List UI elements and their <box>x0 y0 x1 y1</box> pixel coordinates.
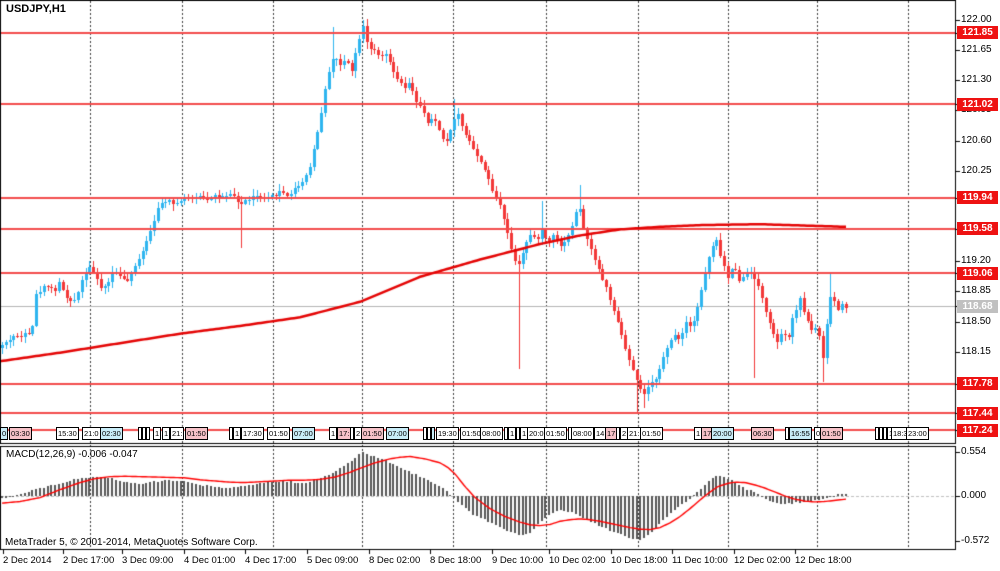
event-flag-tag[interactable] <box>883 427 887 440</box>
event-flag-tag[interactable]: 08:00 <box>480 427 503 440</box>
event-flag-tag[interactable]: 01:50 <box>820 427 843 440</box>
event-flag-tag[interactable] <box>879 427 883 440</box>
event-flag-tag[interactable]: 1 <box>153 427 162 440</box>
event-flag-tag[interactable]: 23:00 <box>906 427 929 440</box>
event-flag-tag[interactable]: 15:30 <box>56 427 79 440</box>
event-flag-tag[interactable]: 01:50 <box>361 427 384 440</box>
event-flag-tag[interactable]: 21:0 <box>82 427 101 440</box>
event-flag-tag[interactable]: 01:50 <box>544 427 567 440</box>
event-flag-tag[interactable]: 01:50 <box>185 427 208 440</box>
event-flag-tag[interactable] <box>229 427 233 440</box>
event-flag-tag[interactable] <box>875 427 879 440</box>
event-flag-tag[interactable]: 1 <box>508 427 517 440</box>
event-flag-tag[interactable]: 20:0 <box>527 427 546 440</box>
event-flag-tag[interactable] <box>516 427 520 440</box>
event-flag-tag[interactable] <box>350 427 354 440</box>
event-flag-tag[interactable]: 1 <box>233 427 242 440</box>
event-flag-tag[interactable]: 21: <box>627 427 642 440</box>
event-flag-tag[interactable] <box>138 427 142 440</box>
event-flag-tag[interactable]: 1 <box>162 427 171 440</box>
event-flag-tag[interactable]: 21: <box>170 427 185 440</box>
event-flag-tag[interactable] <box>427 427 431 440</box>
event-flag-tag[interactable]: 01:50 <box>267 427 290 440</box>
event-flag-tag[interactable] <box>146 427 150 440</box>
event-flag-ribbon: 0 03:30 15:30 21:0 02:30 1 1 21: 01:50 1 17:30 01:5… <box>0 427 956 441</box>
event-flag-tag[interactable] <box>616 427 620 440</box>
event-flag-tag[interactable]: 1 <box>329 427 338 440</box>
event-flag-tag[interactable] <box>504 427 508 440</box>
event-flag-tag[interactable]: 17:30 <box>241 427 264 440</box>
event-flag-tag[interactable] <box>142 427 146 440</box>
event-flag-tag[interactable] <box>423 427 427 440</box>
event-flag-tag[interactable]: 0 <box>0 427 9 440</box>
event-flag-tag[interactable]: 03:30 <box>9 427 32 440</box>
event-flag-tag[interactable]: 02:30 <box>100 427 123 440</box>
event-flag-tag[interactable]: 08:00 <box>571 427 594 440</box>
event-flag-tag[interactable]: 01:50 <box>640 427 663 440</box>
event-flag-tag[interactable] <box>431 427 435 440</box>
event-flag-tag[interactable]: 20:00 <box>711 427 734 440</box>
event-flag-tag[interactable] <box>785 427 789 440</box>
event-flag-tag[interactable]: 07:00 <box>386 427 409 440</box>
event-flag-tag[interactable]: 07:00 <box>292 427 315 440</box>
event-flag-tag[interactable]: 16:55 <box>789 427 812 440</box>
event-flag-tag[interactable]: 19:30 <box>436 427 459 440</box>
event-flag-tag[interactable]: 06:30 <box>751 427 774 440</box>
